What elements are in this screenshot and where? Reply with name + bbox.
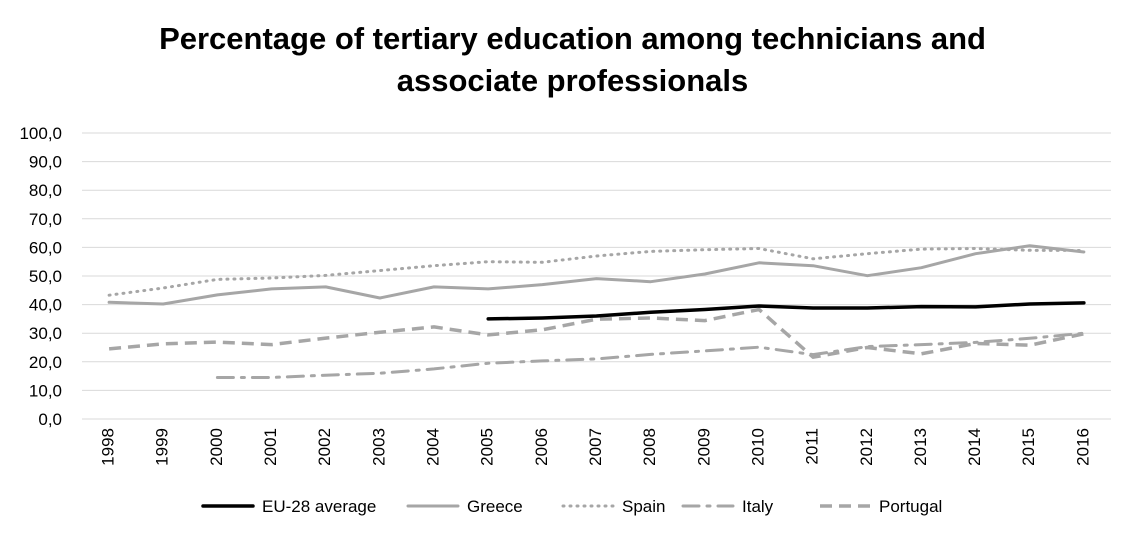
x-tick-label: 2004 bbox=[424, 428, 443, 466]
chart-title: Percentage of tertiary education among t… bbox=[0, 18, 1145, 102]
legend-label-spain: Spain bbox=[622, 497, 665, 516]
y-tick-label: 100,0 bbox=[19, 124, 62, 143]
x-tick-label: 1998 bbox=[99, 428, 118, 466]
x-tick-label: 2012 bbox=[857, 428, 876, 466]
x-tick-label: 2007 bbox=[586, 428, 605, 466]
y-tick-label: 10,0 bbox=[29, 381, 62, 400]
y-tick-label: 30,0 bbox=[29, 324, 62, 343]
y-tick-label: 40,0 bbox=[29, 296, 62, 315]
x-tick-label: 2003 bbox=[369, 428, 388, 466]
x-tick-label: 2011 bbox=[803, 428, 822, 465]
x-tick-label: 1999 bbox=[153, 428, 172, 466]
x-tick-label: 2008 bbox=[640, 428, 659, 466]
series-line-greece bbox=[107, 244, 1086, 306]
x-tick-label: 2010 bbox=[748, 428, 767, 466]
series-line-portugal bbox=[108, 307, 1085, 359]
chart-title-line-2: associate professionals bbox=[396, 63, 749, 98]
y-tick-label: 50,0 bbox=[29, 267, 62, 286]
x-tick-label: 2014 bbox=[965, 428, 984, 466]
y-tick-label: 70,0 bbox=[29, 210, 62, 229]
x-tick-label: 2000 bbox=[207, 428, 226, 466]
series-line-spain bbox=[107, 247, 1086, 297]
x-tick-label: 2001 bbox=[261, 428, 280, 466]
x-tick-label: 2005 bbox=[478, 428, 497, 466]
series-line-italy bbox=[215, 331, 1086, 379]
gridlines bbox=[82, 132, 1111, 420]
x-tick-label: 2006 bbox=[532, 428, 551, 466]
x-tick-label: 2015 bbox=[1019, 428, 1038, 466]
series-line-eu-28-average bbox=[486, 301, 1086, 321]
y-tick-label: 80,0 bbox=[29, 181, 62, 200]
y-tick-label: 20,0 bbox=[29, 353, 62, 372]
legend-label-italy: Italy bbox=[742, 497, 774, 516]
legend-label-portugal: Portugal bbox=[879, 497, 942, 516]
x-tick-label: 2013 bbox=[911, 428, 930, 466]
x-tick-label: 2009 bbox=[694, 428, 713, 466]
chart-title-line-1: Percentage of tertiary education among t… bbox=[159, 21, 986, 56]
y-tick-label: 0,0 bbox=[38, 410, 62, 429]
y-tick-label: 60,0 bbox=[29, 238, 62, 257]
legend-label-greece: Greece bbox=[467, 497, 523, 516]
x-tick-label: 2002 bbox=[315, 428, 334, 466]
x-tick-label: 2016 bbox=[1073, 428, 1092, 466]
legend-label-eu-28-average: EU-28 average bbox=[262, 497, 376, 516]
y-tick-label: 90,0 bbox=[29, 153, 62, 172]
